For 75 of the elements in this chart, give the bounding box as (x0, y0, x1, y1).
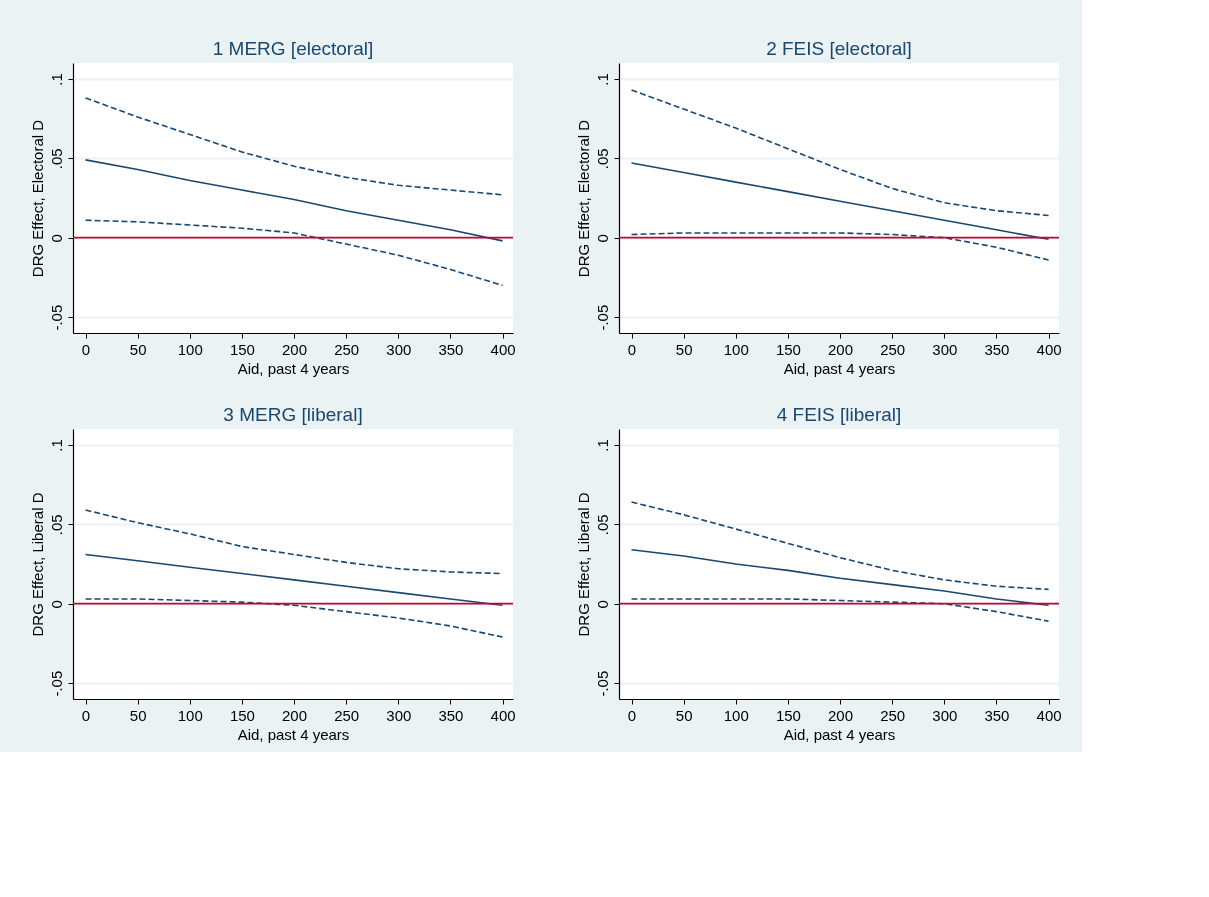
x-tick-label: 200 (828, 340, 854, 358)
x-tick-label: 150 (775, 706, 801, 724)
chart-title: 2 FEIS [electoral] (766, 38, 912, 59)
y-tick-label: -.05 (593, 304, 611, 331)
x-axis-title: Aid, past 4 years (237, 359, 350, 377)
x-tick-label: 350 (984, 340, 1010, 358)
x-tick-label: 50 (675, 340, 693, 358)
y-tick-label: 0 (47, 234, 65, 243)
x-tick-label: 0 (627, 706, 637, 724)
y-tick-label: -.05 (47, 304, 65, 331)
y-axis-title: DRG Effect, Electoral D (28, 119, 46, 278)
line-series (84, 97, 504, 196)
x-tick-label: 350 (438, 340, 464, 358)
y-axis-title: DRG Effect, Liberal D (28, 492, 46, 637)
chart-title: 1 MERG [electoral] (212, 38, 374, 59)
line-series (84, 219, 504, 287)
y-tick-label: 0 (593, 234, 611, 243)
y-tick-label: .05 (593, 514, 611, 536)
x-tick-label: 50 (675, 706, 693, 724)
y-axis-title: DRG Effect, Electoral D (574, 119, 592, 278)
x-tick-label: 300 (932, 706, 958, 724)
x-tick-label: 300 (386, 340, 412, 358)
line-series (84, 598, 504, 638)
x-tick-label: 50 (129, 706, 147, 724)
x-axis-title: Aid, past 4 years (783, 725, 896, 743)
x-tick-label: 100 (723, 340, 749, 358)
x-tick-label: 100 (177, 706, 203, 724)
x-tick-label: 250 (334, 706, 360, 724)
x-tick-label: 150 (229, 706, 255, 724)
x-tick-label: 150 (229, 340, 255, 358)
x-tick-label: 200 (282, 340, 308, 358)
x-tick-label: 0 (81, 706, 91, 724)
y-tick-label: .05 (47, 148, 65, 170)
x-tick-label: 250 (880, 340, 906, 358)
x-tick-label: 50 (129, 340, 147, 358)
x-tick-label: 300 (386, 706, 412, 724)
line-series (630, 598, 1050, 622)
x-tick-label: 250 (880, 706, 906, 724)
x-tick-label: 0 (627, 340, 637, 358)
x-axis-title: Aid, past 4 years (783, 359, 896, 377)
y-tick-label: .05 (593, 148, 611, 170)
line-series (630, 162, 1050, 241)
x-tick-label: 150 (775, 340, 801, 358)
line-series (84, 159, 504, 242)
x-tick-label: 0 (81, 340, 91, 358)
y-tick-label: .05 (47, 514, 65, 536)
line-series (630, 232, 1050, 261)
x-tick-label: 350 (984, 706, 1010, 724)
y-tick-label: .1 (593, 439, 611, 452)
x-tick-label: 200 (828, 706, 854, 724)
x-tick-label: 100 (723, 706, 749, 724)
y-tick-label: 0 (593, 600, 611, 609)
x-axis-title: Aid, past 4 years (237, 725, 350, 743)
x-tick-label: 400 (1036, 706, 1062, 724)
y-tick-label: -.05 (47, 670, 65, 697)
y-tick-label: -.05 (593, 670, 611, 697)
chart-title: 4 FEIS [liberal] (776, 404, 902, 425)
x-tick-label: 300 (932, 340, 958, 358)
x-tick-label: 400 (1036, 340, 1062, 358)
x-tick-label: 400 (490, 706, 516, 724)
y-axis-title: DRG Effect, Liberal D (574, 492, 592, 637)
y-tick-label: .1 (47, 73, 65, 86)
line-series (630, 501, 1050, 591)
x-tick-label: 100 (177, 340, 203, 358)
chart-title: 3 MERG [liberal] (223, 404, 363, 425)
x-tick-label: 250 (334, 340, 360, 358)
line-series (630, 89, 1050, 217)
y-tick-label: .1 (47, 439, 65, 452)
x-tick-label: 350 (438, 706, 464, 724)
x-tick-label: 400 (490, 340, 516, 358)
line-series (84, 553, 504, 607)
y-tick-label: .1 (593, 73, 611, 86)
x-tick-label: 200 (282, 706, 308, 724)
line-series (630, 548, 1050, 607)
y-tick-label: 0 (47, 600, 65, 609)
